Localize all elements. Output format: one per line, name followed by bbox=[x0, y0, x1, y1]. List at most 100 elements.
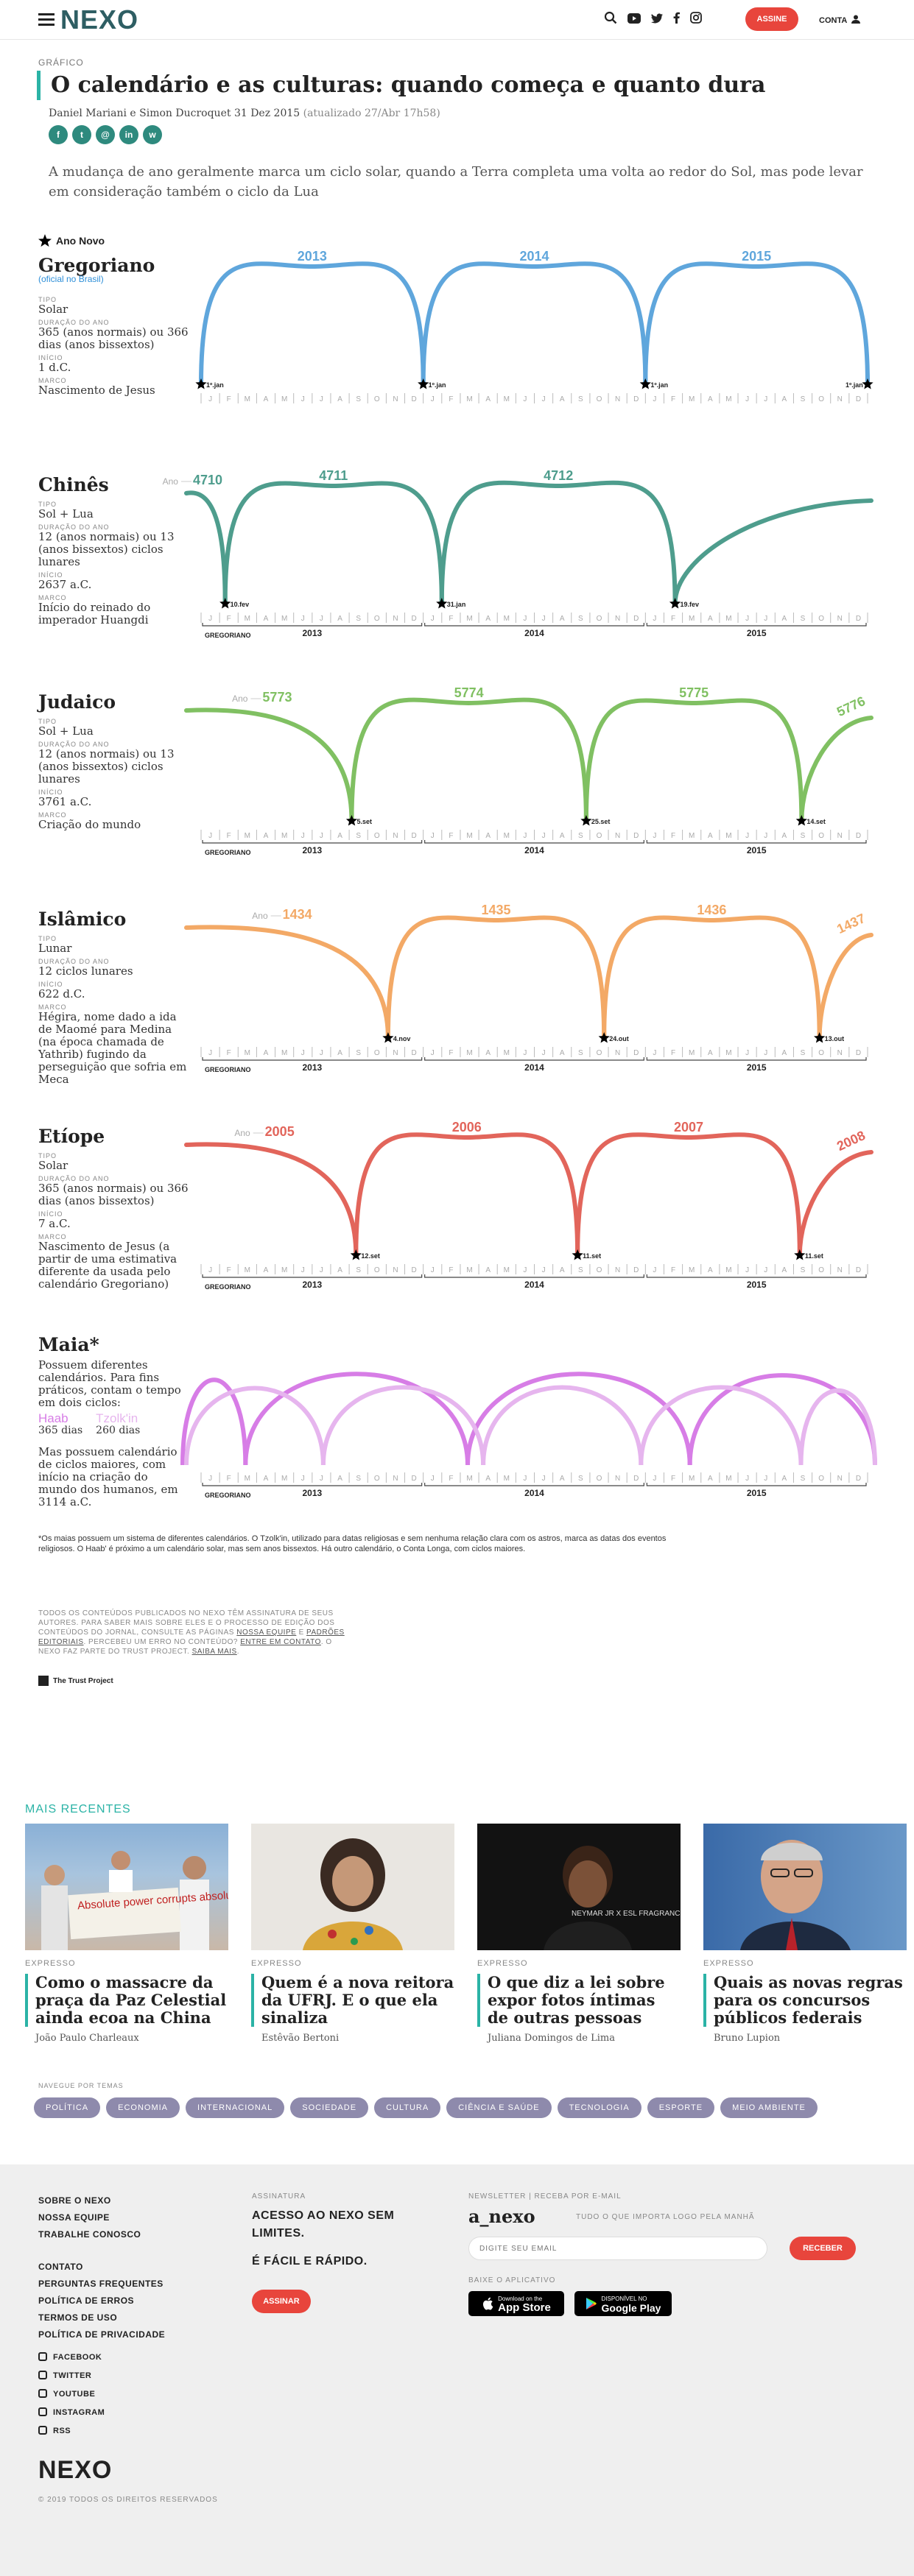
facebook-icon[interactable] bbox=[673, 12, 680, 27]
account-button[interactable]: CONTA bbox=[819, 15, 860, 25]
recent-title-4[interactable]: Quais as novas regras para os concursos … bbox=[703, 1974, 907, 2027]
month-label: J bbox=[764, 615, 767, 623]
footer-link[interactable]: POLÍTICA DE PRIVACIDADE bbox=[38, 2329, 166, 2340]
topic-chip[interactable]: INTERNACIONAL bbox=[186, 2097, 285, 2118]
year-bracket bbox=[202, 1057, 423, 1061]
topic-chip[interactable]: MEIO AMBIENTE bbox=[720, 2097, 818, 2118]
calendar-info: TIPO Sol + Lua DURAÇÃO DO ANO 12 (anos norm… bbox=[38, 715, 193, 831]
social-link[interactable]: FACEBOOK bbox=[38, 2349, 105, 2367]
search-icon[interactable] bbox=[604, 11, 617, 28]
footer-logo[interactable]: NEXO bbox=[38, 2456, 113, 2484]
google-play-small: DISPONÍVEL NO bbox=[601, 2296, 647, 2302]
month-label: F bbox=[449, 615, 453, 623]
legend-label: Ano Novo bbox=[56, 235, 105, 247]
footer-link[interactable]: TRABALHE CONOSCO bbox=[38, 2229, 141, 2240]
info-value-tipo: Sol + Lua bbox=[38, 507, 94, 521]
month-label: A bbox=[560, 1049, 565, 1057]
twitter-icon[interactable] bbox=[651, 13, 663, 27]
info-value-duracao: 12 ciclos lunares bbox=[38, 964, 133, 978]
topic-chip[interactable]: ECONOMIA bbox=[106, 2097, 180, 2118]
topic-chip[interactable]: ESPORTE bbox=[647, 2097, 715, 2118]
new-year-star bbox=[795, 815, 807, 826]
tzolkin-label: Tzolk'in bbox=[96, 1411, 138, 1425]
recent-title-2[interactable]: Quem é a nova reitora da UFRJ. E o que e… bbox=[251, 1974, 454, 2027]
whatsapp-share-icon[interactable]: w bbox=[143, 125, 162, 144]
topic-chip[interactable]: CULTURA bbox=[374, 2097, 441, 2118]
recent-title-1[interactable]: Como o massacre da praça da Paz Celestia… bbox=[25, 1974, 228, 2027]
footer-link[interactable]: PERGUNTAS FREQUENTES bbox=[38, 2279, 164, 2289]
gregorian-year-label: 2014 bbox=[524, 1062, 544, 1073]
new-year-date: 1º.jan bbox=[206, 381, 224, 389]
month-label: J bbox=[320, 395, 323, 403]
month-label: A bbox=[560, 1266, 565, 1274]
padroes-editoriais-link[interactable]: Padrões editoriais bbox=[38, 1628, 345, 1646]
month-label: A bbox=[560, 395, 565, 403]
year-bracket bbox=[202, 1483, 423, 1486]
calendar-year-label: 2013 bbox=[298, 249, 327, 264]
month-label: M bbox=[466, 1049, 472, 1057]
new-year-date: 25.set bbox=[591, 818, 611, 825]
footer-link[interactable]: TERMOS DE USO bbox=[38, 2312, 118, 2323]
month-label: D bbox=[856, 1475, 861, 1483]
nossa-equipe-link[interactable]: Nossa equipe bbox=[236, 1628, 297, 1637]
recent-title-3[interactable]: O que diz a lei sobre expor fotos íntima… bbox=[477, 1974, 681, 2027]
email-share-icon[interactable]: @ bbox=[96, 125, 115, 144]
youtube-icon[interactable] bbox=[628, 13, 641, 27]
recent-card-3[interactable]: NEYMAR JR X ESL FRAGRANCES EXPRESSO O qu… bbox=[477, 1824, 681, 2044]
ano-prefix: Ano bbox=[252, 911, 268, 921]
month-label: A bbox=[485, 1049, 491, 1057]
social-link[interactable]: TWITTER bbox=[38, 2367, 105, 2385]
instagram-icon[interactable] bbox=[690, 12, 702, 27]
facebook-share-icon[interactable]: f bbox=[49, 125, 68, 144]
recent-card-1[interactable]: Absolute power corrupts absolutely EXPRE… bbox=[25, 1824, 228, 2044]
month-label: M bbox=[466, 1475, 472, 1483]
social-link[interactable]: RSS bbox=[38, 2422, 105, 2441]
footer-link[interactable]: SOBRE O NEXO bbox=[38, 2195, 111, 2206]
newsletter-email-input[interactable] bbox=[468, 2237, 767, 2260]
linkedin-share-icon[interactable]: in bbox=[119, 125, 138, 144]
month-label: S bbox=[578, 832, 583, 840]
new-year-star bbox=[350, 1249, 362, 1260]
month-label: J bbox=[542, 832, 546, 840]
receber-button[interactable]: RECEBER bbox=[790, 2237, 856, 2260]
month-label: M bbox=[245, 1475, 250, 1483]
calendar-year-label: 1437 bbox=[834, 911, 868, 936]
month-label: F bbox=[449, 1475, 453, 1483]
recent-card-4[interactable]: EXPRESSO Quais as novas regras para os c… bbox=[703, 1824, 907, 2044]
subscribe-button[interactable]: ASSINE bbox=[745, 7, 798, 31]
recent-author-4: Bruno Lupion bbox=[714, 2033, 781, 2044]
info-label-tipo: TIPO bbox=[38, 935, 57, 942]
saiba-mais-link[interactable]: Saiba mais bbox=[191, 1648, 237, 1656]
topic-chip[interactable]: SOCIEDADE bbox=[290, 2097, 369, 2118]
footer-link[interactable]: POLÍTICA DE ERROS bbox=[38, 2296, 135, 2306]
calendar-year-label: 2015 bbox=[742, 249, 771, 264]
topic-chip[interactable]: TECNOLOGIA bbox=[557, 2097, 641, 2118]
app-store-badge[interactable]: Download on the App Store bbox=[468, 2291, 564, 2316]
year-arc bbox=[439, 480, 678, 606]
new-year-date: 5.set bbox=[356, 818, 372, 825]
trust-project-logo[interactable]: The Trust Project bbox=[38, 1676, 113, 1686]
month-label: A bbox=[337, 395, 342, 403]
month-label: A bbox=[708, 615, 713, 623]
topic-chip[interactable]: POLÍTICA bbox=[34, 2097, 101, 2118]
nexo-logo[interactable]: NEXO bbox=[60, 4, 139, 35]
month-label: D bbox=[856, 832, 861, 840]
topic-chips: POLÍTICA ECONOMIA INTERNACIONAL SOCIEDADE CU… bbox=[34, 2097, 818, 2118]
twitter-share-icon[interactable]: t bbox=[72, 125, 91, 144]
topic-chip[interactable]: CIÊNCIA E SAÚDE bbox=[446, 2097, 552, 2118]
google-play-badge[interactable]: DISPONÍVEL NO Google Play bbox=[574, 2291, 672, 2316]
month-label: A bbox=[560, 832, 565, 840]
year-arc bbox=[575, 1132, 802, 1257]
assinar-button[interactable]: ASSINAR bbox=[252, 2290, 311, 2313]
entre-em-contato-link[interactable]: Entre em contato bbox=[240, 1638, 321, 1646]
recent-card-2[interactable]: EXPRESSO Quem é a nova reitora da UFRJ. … bbox=[251, 1824, 454, 2044]
footer-link[interactable]: CONTATO bbox=[38, 2262, 83, 2272]
new-year-date: 13.out bbox=[825, 1035, 845, 1042]
year-bracket bbox=[646, 1057, 867, 1061]
social-link[interactable]: YOUTUBE bbox=[38, 2385, 105, 2404]
social-link[interactable]: INSTAGRAM bbox=[38, 2404, 105, 2422]
month-label: N bbox=[615, 395, 620, 403]
menu-icon[interactable] bbox=[38, 13, 55, 26]
footer-link[interactable]: NOSSA EQUIPE bbox=[38, 2212, 110, 2223]
month-label: A bbox=[264, 395, 269, 403]
